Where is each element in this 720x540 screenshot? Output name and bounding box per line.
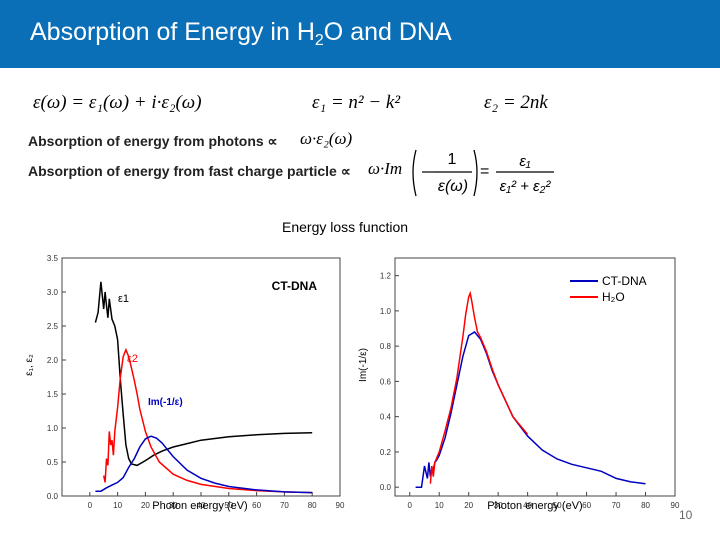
chart1-x-tick-label: 70 — [280, 501, 289, 510]
dielectric-function-equation: ε(ω) = ε₁(ω) + i·ε₂(ω) — [33, 92, 202, 113]
chart1-y-tick-label: 0.5 — [47, 458, 59, 467]
chart1-x-tick-label: 10 — [113, 501, 122, 510]
chart2-x-tick-label: 70 — [612, 501, 621, 510]
chart1-x-tick-label: 60 — [252, 501, 261, 510]
chart2-y-tick-label: 0.0 — [380, 483, 392, 492]
chart1-y-tick-label: 2.0 — [47, 356, 59, 365]
chart1-series-line-0 — [94, 281, 313, 467]
epsilon1-equation: ε₁ = n² − k² — [312, 92, 401, 113]
chart1-frame — [61, 257, 341, 497]
chart1-x-tick-label: 80 — [308, 501, 317, 510]
chart1-y-tick-label: 3.0 — [47, 288, 59, 297]
chart2-y-tick-label: 1.0 — [380, 307, 392, 316]
chart2-y-tick-label: 1.2 — [380, 272, 392, 281]
chart2-series-line-1 — [429, 290, 529, 484]
chart2-x-tick-label: 50 — [553, 501, 562, 510]
chart2-x-tick-label: 0 — [408, 501, 413, 510]
rhs-denominator: ε₁² + ε₂² — [500, 178, 552, 195]
energy-loss-annotation: Im(-1/ε) — [148, 397, 183, 408]
legend-label-ct-dna: CT-DNA — [602, 274, 647, 288]
chart2-y-tick-label: 0.8 — [380, 342, 392, 351]
page-title: Absorption of Energy in H2O and DNA — [30, 18, 452, 49]
epsilon2-equation: ε₂ = 2nk — [484, 92, 548, 113]
energy-loss-caption: Energy loss function — [282, 219, 409, 235]
chart2-y-tick-label: 0.6 — [380, 377, 392, 386]
dielectric-chart: 0 10 20 30 40 50 60 70 80 90 0.0 0.5 1.0 1.5 2.0 2.5 3.0… — [24, 254, 345, 512]
chart2-x-tick-label: 20 — [464, 501, 473, 510]
chart2-frame — [394, 257, 676, 497]
chart1-x-label: Photon energy (eV) — [152, 500, 247, 512]
chart2-x-tick-label: 80 — [641, 501, 650, 510]
chart1-series-line-2 — [95, 435, 313, 494]
equals-sign: = — [480, 163, 489, 180]
right-paren — [473, 149, 478, 197]
title-bar: Absorption of Energy in H2O and DNA — [0, 0, 720, 68]
chart1-y-tick-label: 0.0 — [47, 492, 59, 501]
fraction-denominator: ε(ω) — [438, 178, 468, 195]
chart2-x-tick-label: 40 — [523, 501, 532, 510]
chart2-y-tick-label: 0.2 — [380, 448, 392, 457]
chart1-title: CT-DNA — [272, 279, 318, 293]
energy-loss-fraction: 1 ε(ω) = ε₁ ε₁² + ε₂² — [412, 149, 554, 197]
chart1-x-tick-label: 40 — [197, 501, 206, 510]
chart1-x-tick-label: 0 — [88, 501, 93, 510]
chart1-x-tick-label: 90 — [336, 501, 345, 510]
chart2-x-label: Photon energy (eV) — [487, 500, 582, 512]
rhs-numerator: ε₁ — [519, 153, 531, 170]
chart2-x-tick-label: 60 — [582, 501, 591, 510]
chart2-y-label: Im(-1/ε) — [358, 348, 369, 382]
chart1-y-tick-label: 3.5 — [47, 254, 59, 263]
page-number: 10 — [679, 508, 693, 522]
chart1-y-label: ε₁, ε₂ — [24, 354, 35, 376]
fraction-numerator: 1 — [448, 151, 457, 168]
left-paren — [412, 149, 417, 197]
chart1-y-tick-label: 1.5 — [47, 390, 59, 399]
legend-label-h2o: H₂O — [602, 290, 625, 304]
chart1-x-tick-label: 20 — [141, 501, 150, 510]
photon-absorption-expr: ω·ε₂(ω) — [300, 129, 353, 148]
epsilon2-annotation: ε2 — [127, 353, 138, 365]
chart2-x-tick-label: 30 — [494, 501, 503, 510]
energy-loss-chart: 0 10 20 30 40 50 60 70 80 90 0.0 0.2 0.4 0.6 0.8 1.0 1.2… — [358, 257, 680, 512]
chart1-y-tick-label: 2.5 — [47, 322, 59, 331]
chart2-x-tick-label: 10 — [435, 501, 444, 510]
chart2-y-tick-label: 0.4 — [380, 413, 392, 422]
chart1-series-line-1 — [102, 347, 313, 494]
chart1-x-tick-label: 30 — [169, 501, 178, 510]
chart1-y-tick-label: 1.0 — [47, 424, 59, 433]
chart2-x-tick-label: 90 — [671, 501, 680, 510]
chart2-legend: CT-DNA H₂O — [570, 274, 647, 304]
chart1-x-tick-label: 50 — [224, 501, 233, 510]
charged-particle-absorption-label: Absorption of energy from fast charge pa… — [28, 163, 351, 179]
epsilon1-annotation: ε1 — [118, 293, 129, 305]
photon-absorption-label: Absorption of energy from photons ∝ — [28, 133, 278, 149]
charged-particle-expr: ω·Im — [368, 159, 403, 178]
